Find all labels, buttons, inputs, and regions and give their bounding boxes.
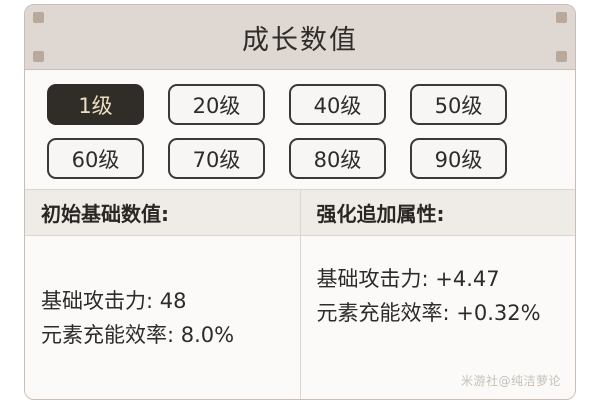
stats-table: 初始基础数值: 基础攻击力: 48 元素充能效率: 8.0% 强化追加属性: 基… bbox=[25, 189, 575, 399]
level-button-60[interactable]: 60级 bbox=[47, 138, 144, 179]
stats-column-base-header-label: 初始基础数值: bbox=[41, 202, 169, 226]
stats-column-refinement-header-label: 强化追加属性: bbox=[316, 202, 445, 226]
corner-square-top-right-icon bbox=[556, 12, 567, 23]
level-button-50[interactable]: 50级 bbox=[410, 84, 507, 125]
corner-square-bottom-right-icon bbox=[556, 51, 567, 62]
stats-column-base-body: 基础攻击力: 48 元素充能效率: 8.0% bbox=[25, 236, 300, 399]
stat-bonus-base-attack: 基础攻击力: +4.47 bbox=[316, 267, 500, 291]
stat-bonus-energy-recharge: 元素充能效率: +0.32% bbox=[316, 301, 541, 325]
stats-column-base-header: 初始基础数值: bbox=[25, 190, 300, 236]
stats-column-base: 初始基础数值: 基础攻击力: 48 元素充能效率: 8.0% bbox=[25, 190, 301, 399]
page-title: 成长数值 bbox=[242, 24, 358, 56]
stats-column-refinement: 强化追加属性: 基础攻击力: +4.47 元素充能效率: +0.32% bbox=[300, 190, 575, 399]
level-button-80[interactable]: 80级 bbox=[289, 138, 386, 179]
stats-column-refinement-body: 基础攻击力: +4.47 元素充能效率: +0.32% bbox=[300, 236, 575, 399]
card-titlebar: 成长数值 bbox=[25, 5, 575, 70]
level-button-40[interactable]: 40级 bbox=[289, 84, 386, 125]
corner-square-bottom-left-icon bbox=[33, 51, 44, 62]
level-button-90[interactable]: 90级 bbox=[410, 138, 507, 179]
level-button-1[interactable]: 1级 bbox=[47, 84, 144, 125]
level-row-2: 60级 70级 80级 90级 bbox=[47, 138, 553, 179]
level-button-70[interactable]: 70级 bbox=[168, 138, 265, 179]
level-selector: 1级 20级 40级 50级 60级 70级 80级 90级 bbox=[25, 70, 575, 189]
stat-base-attack: 基础攻击力: 48 bbox=[41, 289, 187, 313]
growth-stats-card: 成长数值 1级 20级 40级 50级 60级 70级 80级 90级 初始基础… bbox=[24, 4, 576, 400]
level-button-20[interactable]: 20级 bbox=[168, 84, 265, 125]
stats-column-refinement-header: 强化追加属性: bbox=[300, 190, 575, 236]
level-row-1: 1级 20级 40级 50级 bbox=[47, 84, 553, 125]
stat-energy-recharge: 元素充能效率: 8.0% bbox=[41, 323, 235, 347]
corner-square-top-left-icon bbox=[33, 12, 44, 23]
